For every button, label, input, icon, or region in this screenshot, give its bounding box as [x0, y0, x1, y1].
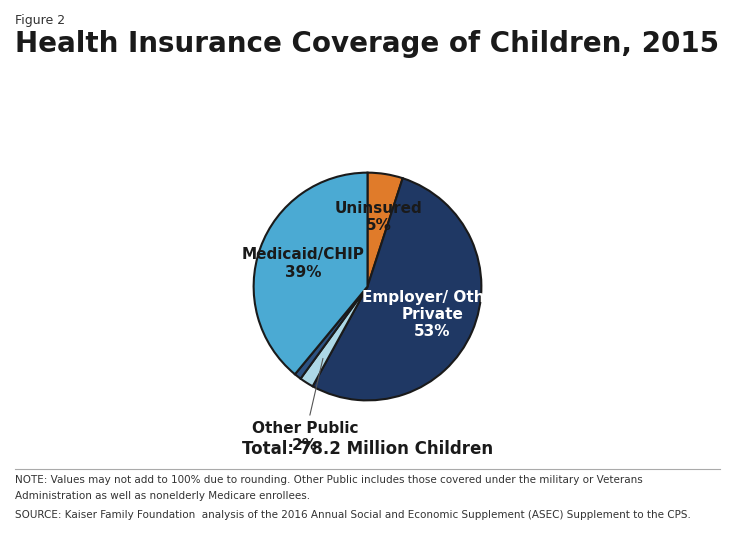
- Text: Total: 78.2 Million Children: Total: 78.2 Million Children: [242, 440, 493, 458]
- Text: Other Public
2%: Other Public 2%: [251, 359, 358, 453]
- Text: Administration as well as nonelderly Medicare enrollees.: Administration as well as nonelderly Med…: [15, 491, 310, 501]
- Text: Health Insurance Coverage of Children, 2015: Health Insurance Coverage of Children, 2…: [15, 30, 719, 58]
- Text: Medicaid/CHIP
39%: Medicaid/CHIP 39%: [242, 247, 365, 279]
- Wedge shape: [312, 178, 481, 401]
- Text: FOUNDATION: FOUNDATION: [655, 533, 700, 539]
- Text: Uninsured
5%: Uninsured 5%: [334, 201, 423, 233]
- Wedge shape: [295, 287, 368, 379]
- Text: THE HENRY J.: THE HENRY J.: [656, 496, 700, 502]
- Text: Figure 2: Figure 2: [15, 14, 65, 27]
- Text: KAISER: KAISER: [649, 504, 706, 518]
- Wedge shape: [368, 172, 403, 287]
- Text: FAMILY: FAMILY: [650, 516, 705, 531]
- Text: Employer/ Other
Private
53%: Employer/ Other Private 53%: [362, 290, 503, 339]
- Wedge shape: [301, 287, 368, 386]
- Wedge shape: [254, 172, 368, 374]
- Text: SOURCE: Kaiser Family Foundation  analysis of the 2016 Annual Social and Economi: SOURCE: Kaiser Family Foundation analysi…: [15, 510, 691, 520]
- Text: NOTE: Values may not add to 100% due to rounding. Other Public includes those co: NOTE: Values may not add to 100% due to …: [15, 475, 642, 485]
